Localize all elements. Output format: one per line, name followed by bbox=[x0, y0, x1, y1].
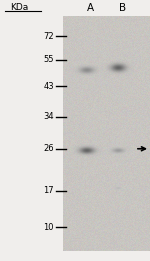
Text: 55: 55 bbox=[44, 55, 54, 64]
Text: B: B bbox=[119, 3, 127, 13]
Text: KDa: KDa bbox=[10, 3, 29, 12]
Text: 10: 10 bbox=[44, 223, 54, 232]
Text: 26: 26 bbox=[43, 144, 54, 153]
Text: 43: 43 bbox=[43, 82, 54, 91]
Text: A: A bbox=[86, 3, 94, 13]
Text: 34: 34 bbox=[43, 112, 54, 121]
Text: 17: 17 bbox=[43, 186, 54, 195]
Text: 72: 72 bbox=[43, 32, 54, 40]
